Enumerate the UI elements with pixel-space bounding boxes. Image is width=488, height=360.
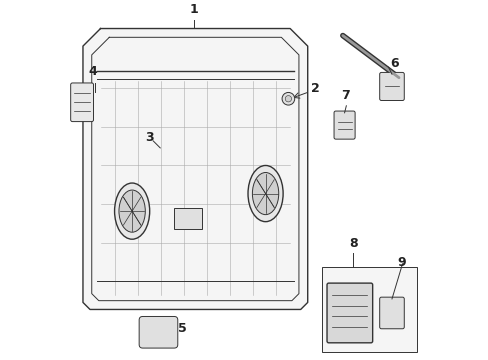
FancyBboxPatch shape <box>379 72 404 100</box>
Ellipse shape <box>252 172 278 215</box>
Polygon shape <box>83 28 307 310</box>
Text: 4: 4 <box>88 65 97 78</box>
FancyBboxPatch shape <box>71 83 93 122</box>
Text: 5: 5 <box>178 322 186 335</box>
Text: 1: 1 <box>189 3 198 16</box>
Text: 7: 7 <box>341 89 349 102</box>
Bar <box>321 267 416 352</box>
FancyBboxPatch shape <box>379 297 404 329</box>
Bar <box>174 208 202 229</box>
FancyBboxPatch shape <box>326 283 372 343</box>
Circle shape <box>285 96 291 102</box>
Text: 2: 2 <box>310 82 319 95</box>
Text: 3: 3 <box>145 131 154 144</box>
Ellipse shape <box>247 166 283 222</box>
Ellipse shape <box>119 190 145 232</box>
Text: 8: 8 <box>348 237 357 250</box>
FancyBboxPatch shape <box>333 111 354 139</box>
Text: 6: 6 <box>389 57 398 70</box>
Text: 9: 9 <box>396 256 405 269</box>
Circle shape <box>282 93 294 105</box>
FancyBboxPatch shape <box>139 316 178 348</box>
Ellipse shape <box>114 183 149 239</box>
